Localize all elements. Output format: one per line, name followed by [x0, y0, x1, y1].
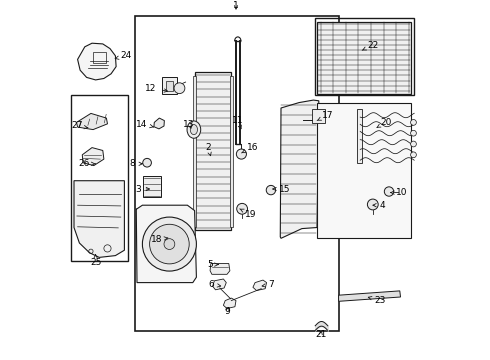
- Circle shape: [164, 239, 175, 249]
- Circle shape: [143, 217, 196, 271]
- Polygon shape: [280, 100, 319, 238]
- Text: 24: 24: [115, 51, 132, 60]
- Text: 26: 26: [78, 159, 95, 168]
- Text: 4: 4: [373, 201, 386, 210]
- Circle shape: [174, 83, 185, 94]
- Bar: [317, 22, 411, 94]
- Bar: [144, 176, 161, 197]
- Bar: [193, 76, 196, 227]
- Bar: [72, 95, 128, 261]
- Text: 1: 1: [233, 1, 239, 10]
- Ellipse shape: [236, 149, 246, 159]
- Polygon shape: [223, 298, 236, 309]
- Polygon shape: [339, 291, 400, 301]
- Text: 6: 6: [209, 280, 221, 289]
- Text: 23: 23: [368, 296, 386, 305]
- Text: 5: 5: [207, 260, 218, 269]
- Text: 7: 7: [262, 280, 274, 289]
- Polygon shape: [206, 145, 218, 157]
- Ellipse shape: [266, 185, 275, 195]
- Polygon shape: [154, 118, 164, 129]
- Bar: [357, 109, 362, 163]
- Circle shape: [411, 141, 416, 147]
- Text: 20: 20: [377, 118, 392, 127]
- Text: 16: 16: [242, 143, 258, 153]
- Polygon shape: [77, 43, 116, 80]
- Circle shape: [411, 130, 416, 136]
- Polygon shape: [317, 103, 411, 238]
- Text: 2: 2: [205, 143, 211, 156]
- Text: 22: 22: [362, 40, 379, 50]
- Text: 13: 13: [183, 120, 195, 129]
- Ellipse shape: [187, 121, 201, 138]
- Ellipse shape: [384, 187, 393, 196]
- Bar: [312, 109, 325, 123]
- Bar: [166, 81, 173, 91]
- Text: 17: 17: [317, 111, 334, 121]
- Polygon shape: [213, 279, 226, 290]
- Text: 27: 27: [71, 122, 88, 130]
- Polygon shape: [82, 148, 104, 166]
- Text: 11: 11: [232, 116, 244, 129]
- Text: 14: 14: [136, 120, 153, 129]
- Bar: [135, 16, 339, 331]
- Polygon shape: [76, 113, 107, 130]
- Text: 12: 12: [146, 84, 168, 93]
- Text: 18: 18: [151, 235, 168, 244]
- Text: 8: 8: [129, 159, 142, 168]
- Ellipse shape: [190, 125, 197, 135]
- Text: 25: 25: [90, 255, 101, 267]
- Text: 10: 10: [391, 188, 408, 197]
- Text: 21: 21: [315, 330, 326, 339]
- Text: 15: 15: [273, 184, 291, 194]
- Bar: [230, 76, 233, 227]
- Bar: [93, 52, 106, 63]
- Ellipse shape: [368, 199, 378, 210]
- Circle shape: [411, 120, 416, 125]
- Polygon shape: [210, 264, 230, 274]
- Text: 9: 9: [224, 307, 230, 316]
- Text: 3: 3: [135, 184, 149, 194]
- Ellipse shape: [237, 203, 247, 214]
- Polygon shape: [253, 280, 267, 291]
- Circle shape: [149, 224, 189, 264]
- Bar: [162, 77, 177, 94]
- Circle shape: [411, 152, 416, 158]
- Ellipse shape: [143, 158, 151, 167]
- Bar: [315, 18, 414, 95]
- Polygon shape: [74, 181, 124, 257]
- Bar: [195, 72, 231, 230]
- Text: 19: 19: [240, 209, 256, 219]
- Polygon shape: [136, 205, 196, 283]
